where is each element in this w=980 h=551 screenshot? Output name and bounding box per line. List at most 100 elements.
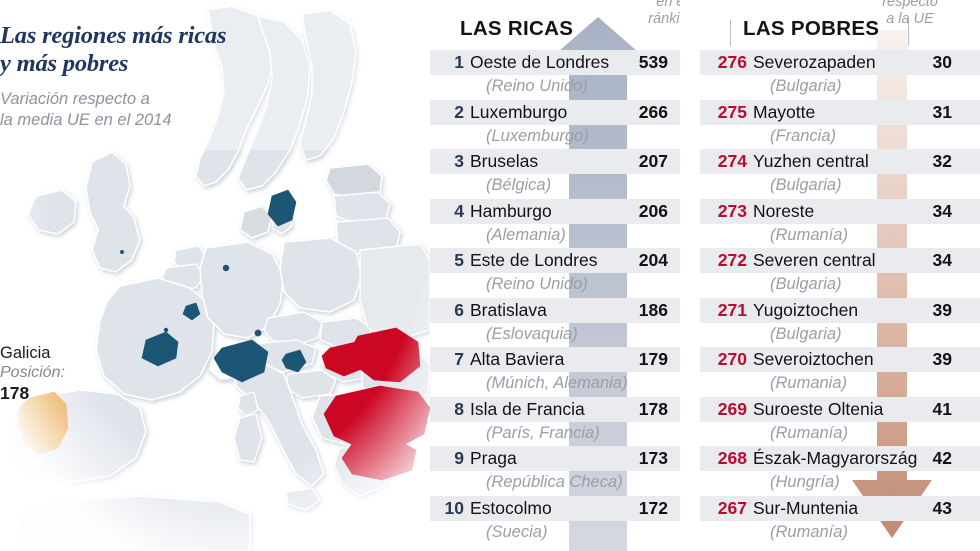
table-row[interactable]: 268 Észak-Magyarország (Hungría) 42 [700, 446, 980, 496]
row-region-name: Bruselas [470, 151, 539, 171]
row-rank: 276 [717, 52, 747, 72]
row-region-name: Estocolmo [470, 497, 552, 518]
title-line-1: Las regiones más ricas [0, 22, 227, 49]
row-rank: 8 [454, 398, 464, 419]
row-region-name: Mayotte [753, 101, 816, 122]
table-row[interactable]: 6 Bratislava (Eslovaquia) 186 [430, 297, 680, 348]
table-row[interactable]: 7 Alta Baviera (Múnich, Alemania) 179 [430, 347, 680, 397]
row-country-name: (Hungría) [770, 473, 840, 491]
table-row[interactable]: 10 Estocolmo (Suecia) 172 [430, 495, 680, 546]
table-row[interactable]: 3 Bruselas (Bélgica) 207 [430, 149, 680, 199]
eu-annotation-line2: a la UE [886, 11, 934, 27]
poor-rows-container: 276 Severozapaden (Bulgaria) 30 275 Mayotte (F… [700, 0, 980, 551]
row-value: 34 [932, 250, 952, 270]
row-rank: 275 [717, 101, 747, 122]
table-row[interactable]: 5 Este de Londres (Reino Unido) 204 [430, 248, 680, 298]
subtitle-line-1: Variación respecto a [0, 90, 150, 108]
row-rank: 271 [717, 299, 747, 320]
row-value: 179 [638, 349, 668, 369]
row-value: 204 [638, 250, 668, 270]
row-highlight-band [700, 149, 980, 174]
row-country-name: (Rumanía) [770, 225, 848, 244]
table-row[interactable]: 9 Praga (República Checa) 173 [430, 446, 680, 496]
eu-annotation: respecto a la UE [876, 0, 944, 28]
table-row[interactable]: 8 Isla de Francia (París, Francia) 178 [430, 396, 680, 447]
row-value: 539 [638, 52, 668, 72]
row-value: 39 [932, 299, 952, 320]
table-row[interactable]: 267 Sur-Muntenia (Rumanía) 43 [700, 495, 980, 546]
table-row[interactable]: 270 Severoiztochen (Rumania) 39 [700, 347, 980, 397]
table-row[interactable]: 269 Suroeste Oltenia (Rumanía) 41 [700, 396, 980, 447]
row-highlight-band [700, 248, 980, 273]
row-rank: 6 [454, 299, 464, 320]
richest-regions-table: LAS RICAS en el ránking 1 Oeste de Londre… [430, 0, 680, 551]
row-region-name: Bratislava [470, 299, 547, 320]
row-region-name: Yugoiztochen [753, 299, 859, 320]
row-region-name: Noreste [753, 200, 815, 221]
table-row[interactable]: 273 Noreste (Rumanía) 34 [700, 198, 980, 249]
galicia-position-label: Posición: [0, 364, 65, 381]
table-row[interactable]: 4 Hamburgo (Alemania) 206 [430, 198, 680, 249]
page-title: Las regiones más ricas y más pobres Vari… [0, 22, 300, 131]
row-region-name: Yuzhen central [753, 151, 869, 171]
row-value: 207 [638, 151, 668, 171]
row-region-name: Severoiztochen [753, 349, 874, 369]
row-country-name: (Bulgaria) [770, 275, 842, 293]
table-row[interactable]: 274 Yuzhen central (Bulgaria) 32 [700, 149, 980, 199]
rich-table-header: LAS RICAS [460, 17, 574, 40]
row-region-name: Suroeste Oltenia [753, 398, 884, 419]
row-region-name: Alta Baviera [470, 349, 565, 369]
row-country-name: (Reino Unido) [486, 77, 588, 95]
row-country-name: (Rumanía) [770, 423, 848, 442]
row-rank: 268 [717, 448, 747, 468]
row-value: 41 [932, 398, 952, 419]
row-rank: 7 [454, 349, 464, 369]
row-rank: 10 [444, 497, 464, 518]
row-highlight-band [700, 297, 980, 323]
row-rank: 270 [717, 349, 747, 369]
row-region-name: Oeste de Londres [470, 52, 610, 72]
row-value: 30 [932, 52, 952, 72]
row-value: 43 [932, 497, 952, 518]
table-row[interactable]: 271 Yugoiztochen (Bulgaria) 39 [700, 297, 980, 348]
ranking-leader-tick [730, 20, 731, 46]
row-country-name: (Rumania) [770, 374, 848, 392]
row-highlight-band [700, 396, 980, 422]
table-row[interactable]: 276 Severozapaden (Bulgaria) 30 [700, 50, 980, 100]
row-highlight-band [700, 198, 980, 224]
eu-annotation-line1: respecto [882, 0, 938, 10]
galicia-region-label: Galicia [0, 344, 51, 362]
row-highlight-band [700, 99, 980, 125]
row-rank: 5 [454, 250, 464, 270]
row-country-name: (Bulgaria) [770, 77, 842, 95]
table-row[interactable]: 2 Luxemburgo (Luxemburgo) 266 [430, 99, 680, 150]
table-row[interactable]: 1 Oeste de Londres (Reino Unido) 539 [430, 50, 680, 100]
poorest-regions-table: LAS POBRES respecto a la UE 276 Severozap… [700, 0, 980, 551]
table-row[interactable]: 275 Mayotte (Francia) 31 [700, 99, 980, 150]
row-highlight-band [700, 495, 980, 521]
row-country-name: (Bélgica) [486, 176, 552, 194]
row-value: 206 [638, 200, 668, 221]
map-edge-fade [0, 0, 430, 551]
row-value: 42 [932, 448, 952, 468]
map-top-wash [0, 0, 430, 150]
row-rank: 272 [717, 250, 747, 270]
row-value: 186 [638, 299, 668, 320]
row-country-name: (Bulgaria) [770, 176, 842, 194]
row-region-name: Luxemburgo [470, 101, 568, 122]
page-subtitle: Variación respecto a la media UE en el 2… [0, 89, 300, 131]
row-country-name: (Francia) [770, 126, 837, 145]
row-rank: 9 [454, 448, 464, 468]
row-region-name: Este de Londres [470, 250, 598, 270]
table-row[interactable]: 272 Severen central (Bulgaria) 34 [700, 248, 980, 298]
row-highlight-band [700, 347, 980, 372]
row-value: 32 [932, 151, 952, 171]
row-region-name: Hamburgo [470, 200, 552, 221]
row-value: 173 [638, 448, 668, 468]
row-highlight-band [700, 50, 980, 75]
row-rank: 1 [454, 52, 464, 72]
row-country-name: (Reino Unido) [486, 275, 588, 293]
row-country-name: (Eslovaquia) [486, 324, 578, 343]
row-rank: 4 [454, 200, 464, 221]
